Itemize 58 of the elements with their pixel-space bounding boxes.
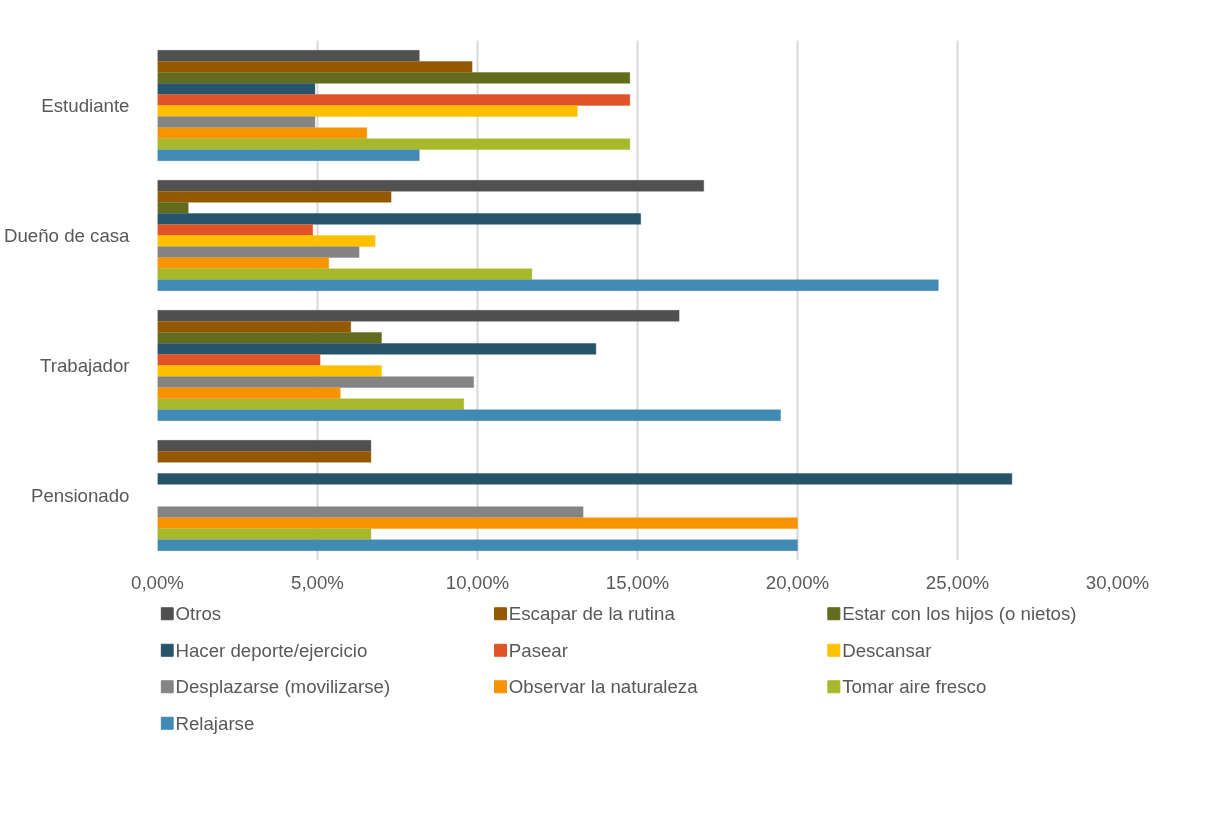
- bar: [157, 320, 352, 333]
- y-tick-label: Trabajador: [39, 355, 130, 376]
- bar: [157, 179, 705, 192]
- x-tick-label: 30,00%: [1085, 571, 1150, 593]
- legend-label: Relajarse: [175, 712, 255, 734]
- bar: [157, 439, 372, 452]
- bar: [157, 409, 782, 422]
- bar: [157, 246, 360, 258]
- legend-label: Observar la naturaleza: [508, 676, 699, 698]
- legend-label: Tomar aire fresco: [842, 676, 987, 698]
- y-tick-label: Pensionado: [30, 485, 130, 506]
- x-tick-label: 20,00%: [765, 571, 830, 593]
- legend-label: Pasear: [508, 639, 568, 661]
- x-tick-label: 5,00%: [291, 571, 344, 593]
- bar: [157, 517, 798, 530]
- x-tick-label: 10,00%: [445, 571, 510, 593]
- bar: [157, 83, 316, 95]
- bar: [157, 60, 473, 73]
- bar: [157, 450, 372, 463]
- bar: [157, 387, 341, 400]
- bar: [157, 71, 631, 84]
- bar: [157, 506, 584, 518]
- legend-label: Estar con los hijos (o nietos): [842, 603, 1077, 625]
- bar: [157, 398, 465, 411]
- bar: [157, 539, 798, 552]
- bar: [157, 190, 392, 203]
- y-tick-label: Dueño de casa: [4, 225, 131, 246]
- x-tick-label: 0,00%: [131, 571, 184, 593]
- legend-label: Descansar: [842, 639, 932, 661]
- bar: [157, 331, 382, 344]
- bar: [157, 279, 939, 292]
- bar: [157, 354, 321, 366]
- x-tick-label: 25,00%: [925, 571, 990, 593]
- bar: [157, 235, 376, 247]
- bar: [157, 268, 533, 281]
- bar: [157, 257, 330, 270]
- bar: [157, 528, 372, 541]
- y-tick-label: Estudiante: [41, 95, 130, 116]
- legend-label: Otros: [175, 603, 222, 625]
- bar: [157, 94, 631, 106]
- bar: [157, 343, 597, 355]
- bar: [157, 376, 475, 388]
- bar: [157, 116, 316, 128]
- legend-label: Desplazarse (movilizarse): [175, 676, 391, 698]
- bar: [157, 309, 680, 322]
- x-tick-label: 15,00%: [605, 571, 670, 593]
- bar: [157, 49, 420, 62]
- bar: [157, 224, 314, 236]
- bar: [157, 473, 1013, 485]
- bar: [157, 138, 631, 151]
- bar: [157, 365, 382, 377]
- bar: [157, 213, 642, 225]
- legend-label: Escapar de la rutina: [508, 603, 676, 625]
- bar: [157, 201, 189, 214]
- bar: [157, 127, 368, 140]
- legend-label: Hacer deporte/ejercicio: [175, 639, 368, 661]
- bar: [157, 149, 420, 162]
- bar: [157, 105, 578, 117]
